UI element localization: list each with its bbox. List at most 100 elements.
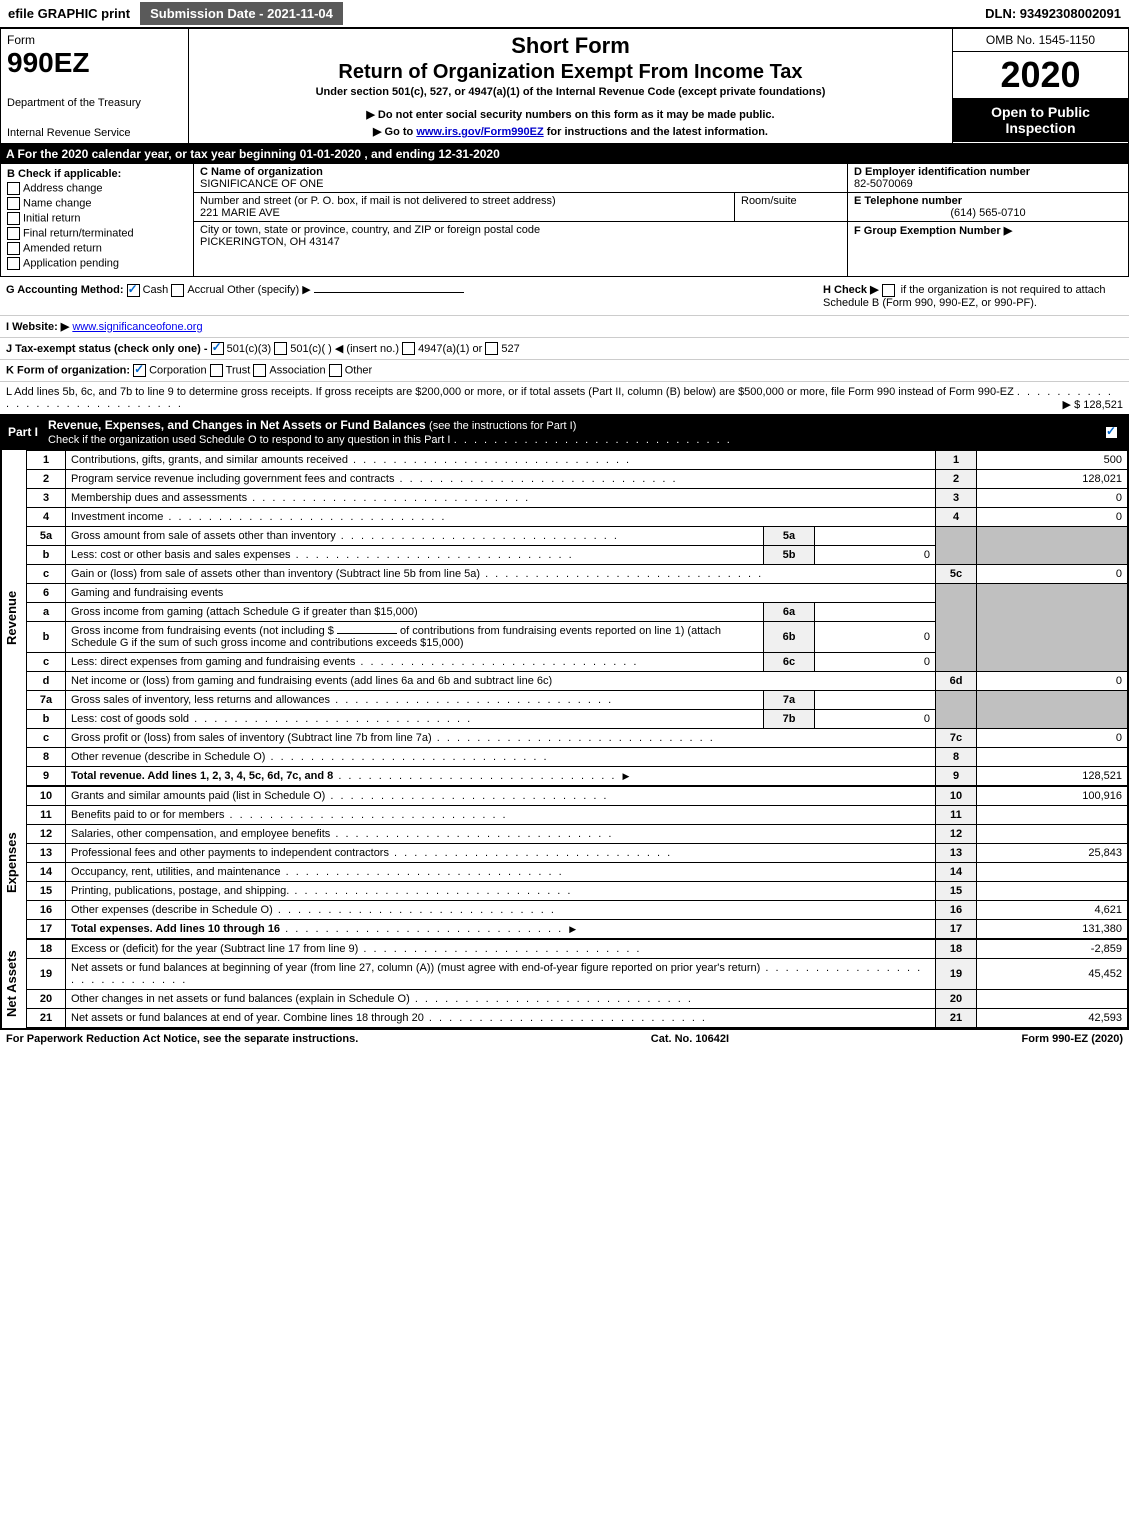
section-def: D Employer identification number 82-5070… — [847, 164, 1128, 276]
line-21: 21Net assets or fund balances at end of … — [27, 1009, 1128, 1028]
row-k: K Form of organization: Corporation Trus… — [0, 359, 1129, 381]
phone: (614) 565-0710 — [854, 207, 1122, 219]
line-6: 6Gaming and fundraising events — [27, 584, 1128, 603]
form-number: 990EZ — [7, 47, 182, 79]
b-label: B Check if applicable: — [7, 168, 187, 180]
footer-left: For Paperwork Reduction Act Notice, see … — [6, 1033, 358, 1045]
k-label: K Form of organization: — [6, 365, 130, 377]
chk-501c[interactable] — [274, 342, 287, 355]
line-10: 10Grants and similar amounts paid (list … — [27, 787, 1128, 806]
top-bar: efile GRAPHIC print Submission Date - 20… — [0, 0, 1129, 28]
expenses-side-label: Expenses — [1, 786, 26, 939]
f-label: F Group Exemption Number ▶ — [854, 225, 1012, 237]
website-link[interactable]: www.significanceofone.org — [72, 321, 202, 333]
chk-cash[interactable] — [127, 284, 140, 297]
netassets-section: Net Assets 18Excess or (deficit) for the… — [0, 939, 1129, 1028]
chk-corp[interactable] — [133, 364, 146, 377]
ssn-note: ▶ Do not enter social security numbers o… — [195, 108, 946, 121]
netassets-side-label: Net Assets — [1, 939, 26, 1028]
goto-note: ▶ Go to www.irs.gov/Form990EZ for instru… — [195, 125, 946, 138]
tax-year: 2020 — [953, 52, 1128, 98]
omb-number: OMB No. 1545-1150 — [953, 29, 1128, 52]
line-13: 13Professional fees and other payments t… — [27, 844, 1128, 863]
line-18: 18Excess or (deficit) for the year (Subt… — [27, 940, 1128, 959]
room-suite: Room/suite — [734, 193, 847, 221]
expenses-section: Expenses 10Grants and similar amounts pa… — [0, 786, 1129, 939]
c-name-label: C Name of organization — [200, 166, 323, 178]
row-a-tax-year: A For the 2020 calendar year, or tax yea… — [0, 144, 1129, 164]
chk-application-pending[interactable]: Application pending — [7, 257, 187, 270]
chk-527[interactable] — [485, 342, 498, 355]
row-g: G Accounting Method: Cash Accrual Other … — [0, 277, 1129, 315]
chk-assoc[interactable] — [253, 364, 266, 377]
ein: 82-5070069 — [854, 178, 913, 190]
under-section: Under section 501(c), 527, or 4947(a)(1)… — [195, 86, 946, 98]
row-i: I Website: ▶ www.significanceofone.org — [0, 315, 1129, 337]
chk-4947[interactable] — [402, 342, 415, 355]
g-label: G Accounting Method: — [6, 284, 124, 296]
netassets-table: 18Excess or (deficit) for the year (Subt… — [26, 939, 1128, 1028]
line-11: 11Benefits paid to or for members11 — [27, 806, 1128, 825]
chk-501c3[interactable] — [211, 342, 224, 355]
footer-right: Form 990-EZ (2020) — [1022, 1033, 1123, 1045]
section-b: B Check if applicable: Address change Na… — [1, 164, 194, 276]
info-block: B Check if applicable: Address change Na… — [0, 164, 1129, 277]
part-check: Check if the organization used Schedule … — [48, 434, 450, 446]
line-1: 1Contributions, gifts, grants, and simil… — [27, 451, 1128, 470]
dept-treasury: Department of the Treasury — [7, 97, 182, 109]
l-amount: ▶ $ 128,521 — [1063, 398, 1123, 411]
header-left: Form 990EZ Department of the Treasury In… — [1, 29, 189, 143]
footer-center: Cat. No. 10642I — [358, 1033, 1021, 1045]
line-9: 9Total revenue. Add lines 1, 2, 3, 4, 5c… — [27, 767, 1128, 786]
chk-schedule-o[interactable] — [1105, 426, 1118, 439]
chk-accrual[interactable] — [171, 284, 184, 297]
org-name: SIGNIFICANCE OF ONE — [200, 178, 323, 190]
line-3: 3Membership dues and assessments30 — [27, 489, 1128, 508]
dept-irs: Internal Revenue Service — [7, 127, 182, 139]
irs-link[interactable]: www.irs.gov/Form990EZ — [416, 126, 543, 138]
submission-button[interactable]: Submission Date - 2021-11-04 — [140, 2, 343, 25]
line-4: 4Investment income40 — [27, 508, 1128, 527]
revenue-table: 1Contributions, gifts, grants, and simil… — [26, 450, 1128, 786]
chk-other-org[interactable] — [329, 364, 342, 377]
line-7a: 7aGross sales of inventory, less returns… — [27, 691, 1128, 710]
dln-label: DLN: 93492308002091 — [977, 2, 1129, 25]
street: 221 MARIE AVE — [200, 207, 280, 219]
chk-amended-return[interactable]: Amended return — [7, 242, 187, 255]
line-20: 20Other changes in net assets or fund ba… — [27, 990, 1128, 1009]
expenses-table: 10Grants and similar amounts paid (list … — [26, 786, 1128, 939]
part-1-header: Part I Revenue, Expenses, and Changes in… — [0, 414, 1129, 450]
line-14: 14Occupancy, rent, utilities, and mainte… — [27, 863, 1128, 882]
short-form-title: Short Form — [195, 33, 946, 59]
goto-post: for instructions and the latest informat… — [544, 126, 768, 138]
row-l: L Add lines 5b, 6c, and 7b to line 9 to … — [0, 381, 1129, 414]
line-2: 2Program service revenue including gover… — [27, 470, 1128, 489]
line-19: 19Net assets or fund balances at beginni… — [27, 959, 1128, 990]
line-16: 16Other expenses (describe in Schedule O… — [27, 901, 1128, 920]
form-header: Form 990EZ Department of the Treasury In… — [0, 28, 1129, 144]
chk-h[interactable] — [882, 284, 895, 297]
chk-address-change[interactable]: Address change — [7, 182, 187, 195]
header-center: Short Form Return of Organization Exempt… — [189, 29, 952, 143]
chk-initial-return[interactable]: Initial return — [7, 212, 187, 225]
header-right: OMB No. 1545-1150 2020 Open to Public In… — [952, 29, 1128, 143]
street-label: Number and street (or P. O. box, if mail… — [200, 195, 556, 207]
line-8: 8Other revenue (describe in Schedule O)8 — [27, 748, 1128, 767]
efile-label: efile GRAPHIC print — [0, 2, 138, 25]
main-title: Return of Organization Exempt From Incom… — [195, 61, 946, 84]
l-text: L Add lines 5b, 6c, and 7b to line 9 to … — [6, 386, 1014, 398]
chk-trust[interactable] — [210, 364, 223, 377]
goto-pre: ▶ Go to — [373, 126, 416, 138]
chk-final-return[interactable]: Final return/terminated — [7, 227, 187, 240]
part-label: Part I — [8, 425, 38, 439]
j-label: J Tax-exempt status (check only one) - — [6, 343, 208, 355]
city: PICKERINGTON, OH 43147 — [200, 236, 340, 248]
e-label: E Telephone number — [854, 195, 962, 207]
row-j: J Tax-exempt status (check only one) - 5… — [0, 337, 1129, 360]
part-sub: (see the instructions for Part I) — [429, 420, 576, 432]
chk-name-change[interactable]: Name change — [7, 197, 187, 210]
line-7c: cGross profit or (loss) from sales of in… — [27, 729, 1128, 748]
revenue-section: Revenue 1Contributions, gifts, grants, a… — [0, 450, 1129, 786]
line-5c: cGain or (loss) from sale of assets othe… — [27, 565, 1128, 584]
line-6d: dNet income or (loss) from gaming and fu… — [27, 672, 1128, 691]
